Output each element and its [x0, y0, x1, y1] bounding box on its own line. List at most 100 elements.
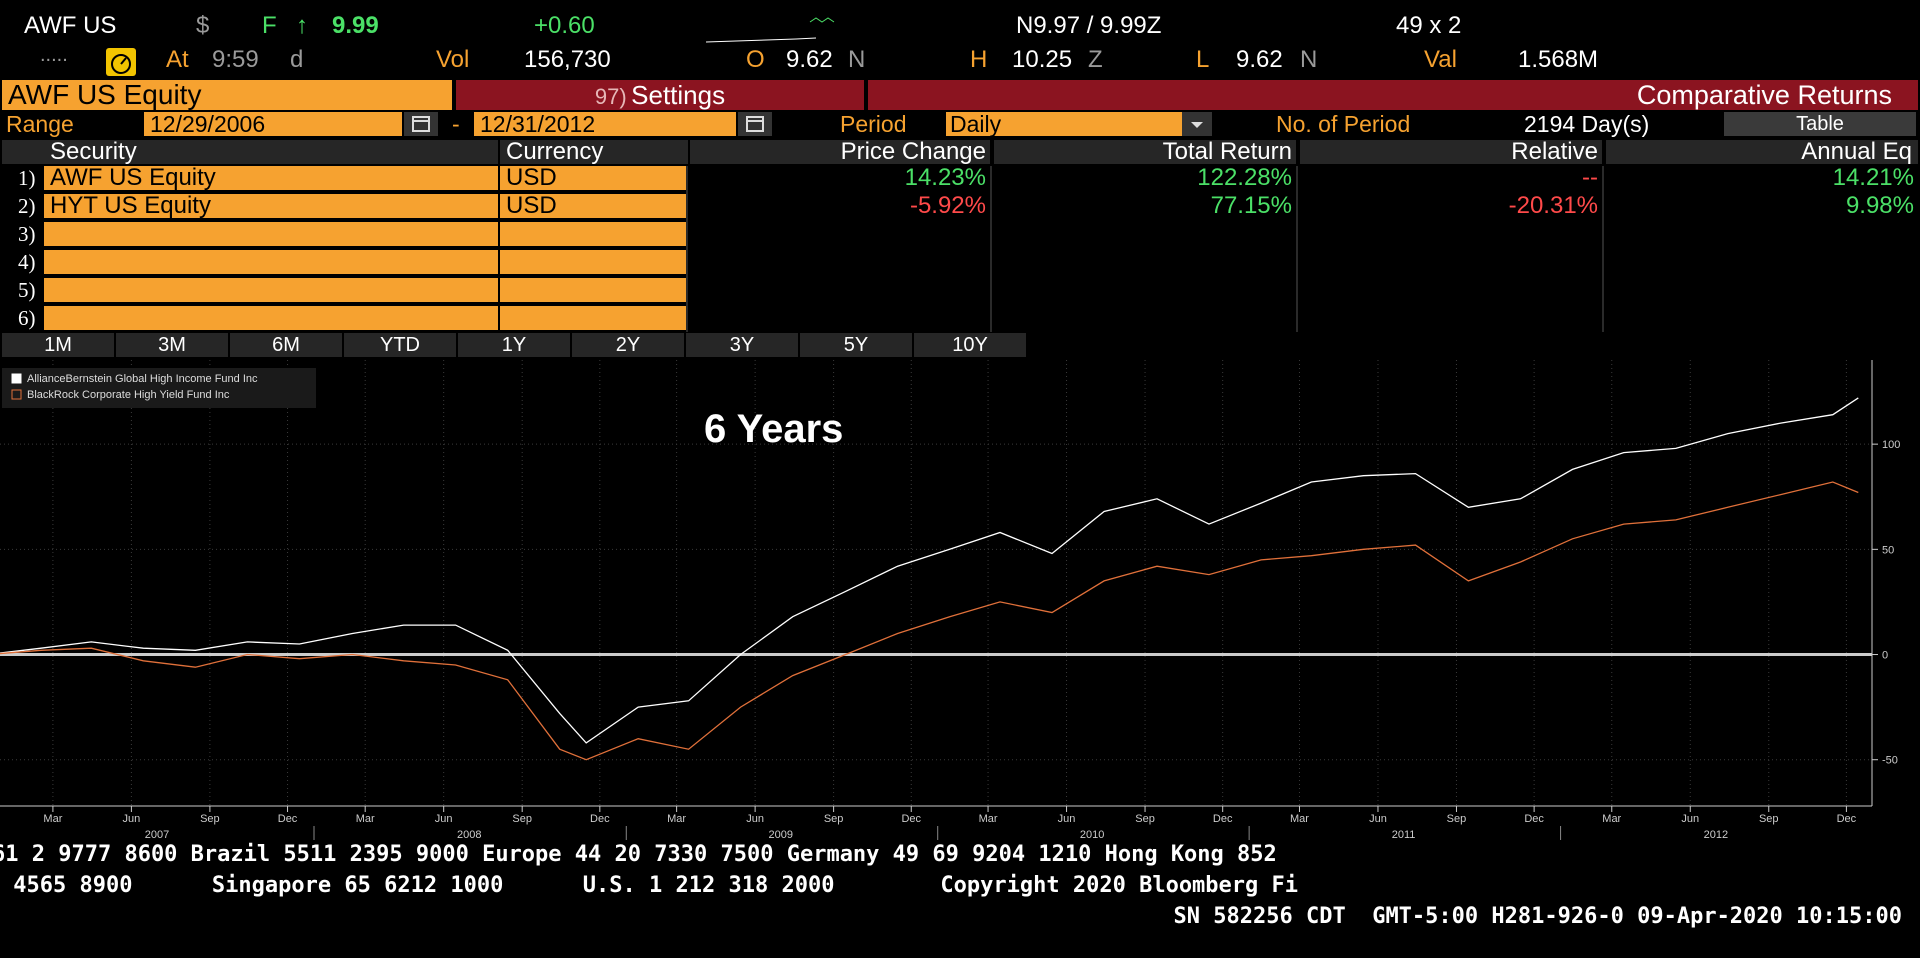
col-header-security-label: Security	[50, 138, 137, 165]
footer-contacts-line1: 61 2 9777 8600 Brazil 5511 2395 9000 Eur…	[0, 842, 1277, 867]
security-field[interactable]: AWF US Equity	[2, 80, 452, 110]
period-label: Period	[840, 111, 907, 137]
volume-label: Vol	[436, 46, 470, 73]
currency-cell[interactable]: USD	[500, 166, 686, 190]
chevron-down-icon[interactable]	[1182, 112, 1212, 136]
chart-series	[0, 397, 1859, 761]
up-arrow-icon: ↑	[296, 12, 308, 39]
x-tick-label: Jun	[1681, 813, 1699, 825]
currency-cell[interactable]	[500, 222, 686, 246]
settings-number: 97)	[594, 84, 627, 109]
column-divider	[990, 166, 992, 332]
period-button-1m[interactable]: 1M	[2, 333, 116, 357]
security-cell[interactable]	[44, 222, 498, 246]
x-tick-label: Dec	[590, 813, 610, 825]
comparative-returns-chart[interactable]: 100 50 0 -50 Mar Jun Sep Dec Mar Jun Sep Dec Mar Jun…	[0, 360, 1920, 840]
table-button[interactable]: Table	[1724, 112, 1916, 136]
x-tick-label: Mar	[979, 813, 998, 825]
price-change-cell: -5.92%	[909, 192, 986, 219]
currency-symbol: $	[196, 12, 210, 39]
x-tick-label: Mar	[1290, 813, 1309, 825]
security-cell[interactable]: AWF US Equity	[44, 166, 498, 190]
security-cell[interactable]	[44, 278, 498, 302]
annual-cell: 9.98%	[1845, 192, 1914, 219]
x-year-label: 2007	[145, 829, 169, 840]
x-tick-label: Dec	[1837, 813, 1857, 825]
start-date-value: 12/29/2006	[150, 111, 266, 137]
security-cell[interactable]	[44, 306, 498, 330]
start-date-input[interactable]: 12/29/2006	[144, 112, 402, 136]
column-divider	[1296, 166, 1298, 332]
sparkline-icon	[706, 17, 835, 43]
x-year-label: 2012	[1704, 829, 1728, 840]
x-tick-label: Mar	[356, 813, 375, 825]
bid-ask-size: 49 x 2	[1396, 12, 1462, 39]
col-header-annual-eq-label: Annual Eq	[1801, 140, 1912, 164]
row-index: 4)	[18, 250, 36, 274]
period-button-ytd[interactable]: YTD	[344, 333, 458, 357]
x-tick-label: Mar	[1602, 813, 1621, 825]
speedometer-icon[interactable]	[106, 48, 136, 76]
high-label: H	[970, 46, 988, 73]
col-header-currency: Currency	[500, 140, 686, 164]
y-tick-label: 50	[1882, 544, 1894, 556]
period-select-value: Daily	[950, 111, 1002, 137]
end-date-value: 12/31/2012	[480, 111, 596, 137]
period-button-5y[interactable]: 5Y	[800, 333, 914, 357]
period-button-10y[interactable]: 10Y	[914, 333, 1028, 357]
col-header-relative-label: Relative	[1511, 138, 1598, 165]
y-tick-label: -50	[1882, 755, 1898, 767]
open-value: 9.62	[786, 46, 833, 73]
function-title: Comparative Returns	[1636, 80, 1892, 110]
number-of-period-value: 2194 Day(s)	[1524, 111, 1650, 137]
security-cell[interactable]: HYT US Equity	[44, 194, 498, 218]
period-button-3m[interactable]: 3M	[116, 333, 230, 357]
row-index: 1)	[18, 166, 36, 190]
settings-button[interactable]: 97) Settings	[456, 80, 864, 110]
total-return-cell: 122.28%	[1197, 164, 1292, 191]
security-cell[interactable]	[44, 250, 498, 274]
range-label: Range	[6, 111, 74, 137]
x-tick-label: Sep	[1759, 813, 1779, 825]
row-index: 3)	[18, 222, 36, 246]
start-calendar-icon[interactable]	[404, 112, 438, 136]
table-button-label: Table	[1796, 113, 1844, 135]
currency-cell[interactable]	[500, 250, 686, 274]
period-button-1y[interactable]: 1Y	[458, 333, 572, 357]
value-amount: 1.568M	[1518, 46, 1599, 73]
quote-time: 9:59	[212, 46, 259, 73]
open-exchange: N	[848, 46, 866, 73]
x-tick-label: Sep	[1135, 813, 1155, 825]
col-header-total-return: Total Return	[994, 140, 1296, 164]
x-tick-label: Sep	[512, 813, 532, 825]
time-suffix: d	[290, 46, 304, 73]
total-return-cell: 77.15%	[1210, 192, 1292, 219]
volume-value: 156,730	[524, 46, 611, 73]
number-of-period-label: No. of Period	[1276, 111, 1411, 137]
row-index: 6)	[18, 306, 36, 330]
x-tick-label: Jun	[435, 813, 453, 825]
footer-contacts-line2: 4565 8900 Singapore 65 6212 1000 U.S. 1 …	[0, 873, 1299, 898]
x-year-label: 2010	[1080, 829, 1104, 840]
legend-box	[2, 368, 316, 408]
end-date-input[interactable]: 12/31/2012	[474, 112, 736, 136]
high-value: 10.25	[1012, 46, 1073, 73]
col-header-currency-label: Currency	[506, 138, 604, 165]
footer-session-info: SN 582256 CDT GMT-5:00 H281-926-0 09-Apr…	[1173, 904, 1902, 929]
last-price: 9.99	[332, 12, 379, 39]
period-button-3y[interactable]: 3Y	[686, 333, 800, 357]
row-index: 2)	[18, 194, 36, 218]
settings-label: Settings	[631, 80, 726, 110]
period-select[interactable]: Daily	[946, 112, 1182, 136]
market-flag: F	[262, 12, 277, 39]
currency-cell[interactable]: USD	[500, 194, 686, 218]
period-button-2y[interactable]: 2Y	[572, 333, 686, 357]
value-label: Val	[1424, 46, 1457, 73]
legend-label-2: BlackRock Corporate High Yield Fund Inc	[27, 389, 230, 401]
x-year-label: 2008	[457, 829, 481, 840]
currency-cell[interactable]	[500, 306, 686, 330]
end-calendar-icon[interactable]	[738, 112, 772, 136]
currency-cell[interactable]	[500, 278, 686, 302]
period-button-6m[interactable]: 6M	[230, 333, 344, 357]
col-header-annual-eq: Annual Eq	[1606, 140, 1918, 164]
